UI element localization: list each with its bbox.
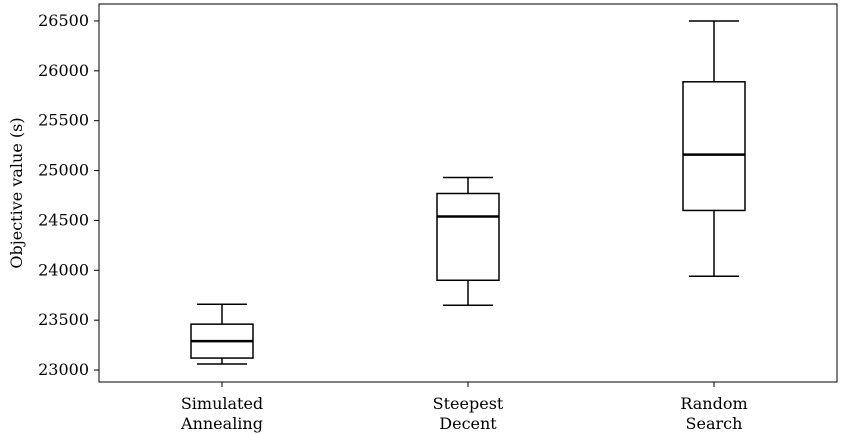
y-tick-label: 23500 [38, 310, 89, 329]
y-tick-label: 24000 [38, 260, 89, 279]
y-tick-label: 25500 [38, 111, 89, 130]
x-tick-label: Decent [439, 414, 497, 433]
y-tick-label: 23000 [38, 360, 89, 379]
y-axis: 23000 23500 24000 24500 25000 25500 26000 26500 [38, 11, 99, 379]
y-tick-label: 25000 [38, 161, 89, 180]
y-tick-label: 24500 [38, 210, 89, 229]
y-tick-label: 26000 [38, 61, 89, 80]
x-tick-label: Search [686, 414, 743, 433]
box-1 [436, 176, 500, 306]
iqr-box [682, 81, 746, 212]
x-tick-label: Random [680, 394, 747, 413]
box-2 [682, 20, 746, 278]
box-0 [190, 303, 254, 365]
boxes [190, 20, 746, 365]
x-tick-label: Annealing [180, 414, 263, 433]
y-axis-label: Objective value (s) [7, 117, 26, 268]
y-tick-label: 26500 [38, 11, 89, 30]
iqr-box [436, 192, 500, 282]
x-tick-label: Simulated [181, 394, 263, 413]
x-tick-label: Steepest [433, 394, 504, 413]
